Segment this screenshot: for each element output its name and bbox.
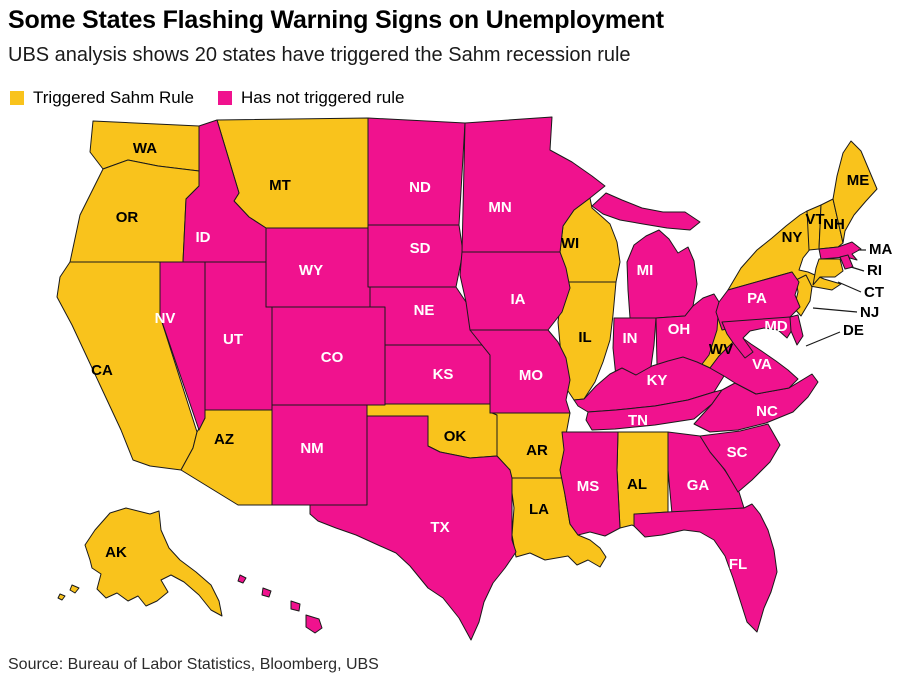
- callout-line-nj: [812, 307, 858, 313]
- state-label-co: CO: [321, 349, 344, 366]
- state-co: [271, 306, 386, 406]
- state-label-ms: MS: [577, 478, 600, 495]
- state-label-pa: PA: [747, 290, 767, 307]
- state-sc: [699, 423, 781, 493]
- state-ak: [57, 593, 66, 601]
- header: Some States Flashing Warning Signs on Un…: [8, 6, 898, 67]
- state-me: [832, 140, 878, 244]
- state-label-ne: NE: [414, 302, 435, 319]
- state-callout-label-ct: CT: [864, 284, 884, 301]
- state-label-mt: MT: [269, 177, 291, 194]
- state-ct: [812, 258, 844, 286]
- legend-label-triggered: Triggered Sahm Rule: [33, 88, 194, 107]
- page-title: Some States Flashing Warning Signs on Un…: [8, 6, 664, 34]
- state-callout-label-de: DE: [843, 322, 864, 339]
- state-label-mi: MI: [637, 262, 654, 279]
- state-label-ny: NY: [782, 229, 803, 246]
- legend-item-not-triggered: Has not triggered rule: [217, 88, 405, 108]
- state-fl: [633, 503, 778, 633]
- state-de: [789, 314, 804, 346]
- state-mi: [591, 192, 701, 231]
- state-label-ak: AK: [105, 544, 127, 561]
- state-callout-label-nj: NJ: [860, 304, 879, 321]
- state-sd: [367, 224, 464, 288]
- state-label-mo: MO: [519, 367, 543, 384]
- state-ms: [559, 431, 621, 537]
- legend-label-not-triggered: Has not triggered rule: [240, 88, 405, 107]
- state-label-ar: AR: [526, 442, 548, 459]
- state-hi: [290, 600, 301, 612]
- state-callout-label-ri: RI: [867, 262, 882, 279]
- callout-line-de: [805, 331, 841, 347]
- state-label-ga: GA: [687, 477, 710, 494]
- state-ma: [818, 241, 862, 261]
- state-callout-label-ma: MA: [869, 241, 892, 258]
- state-label-ks: KS: [433, 366, 454, 383]
- state-pa: [715, 271, 801, 331]
- state-label-ut: UT: [223, 331, 243, 348]
- state-nd: [367, 117, 466, 226]
- state-label-vt: VT: [805, 211, 824, 228]
- callout-line-ct: [837, 281, 862, 293]
- state-tx: [309, 415, 517, 641]
- state-label-ky: KY: [647, 372, 668, 389]
- state-label-az: AZ: [214, 431, 234, 448]
- state-label-wi: WI: [561, 235, 579, 252]
- state-label-in: IN: [623, 330, 638, 347]
- state-ak: [84, 507, 223, 617]
- state-label-ca: CA: [91, 362, 113, 379]
- state-nv: [159, 261, 206, 431]
- state-label-la: LA: [529, 501, 549, 518]
- state-label-wv: WV: [709, 341, 733, 358]
- state-label-al: AL: [627, 476, 647, 493]
- state-hi: [237, 574, 247, 584]
- state-label-nv: NV: [155, 310, 176, 327]
- state-nh: [818, 198, 844, 250]
- state-label-wy: WY: [299, 262, 323, 279]
- state-label-md: MD: [764, 318, 787, 335]
- state-label-tx: TX: [430, 519, 449, 536]
- state-label-il: IL: [578, 329, 591, 346]
- triggered-swatch-icon: [10, 91, 24, 105]
- not-triggered-swatch-icon: [217, 91, 232, 105]
- legend: Triggered Sahm Rule Has not triggered ru…: [10, 88, 404, 108]
- legend-item-triggered: Triggered Sahm Rule: [10, 88, 194, 108]
- state-label-nd: ND: [409, 179, 431, 196]
- state-label-tn: TN: [628, 412, 648, 429]
- state-label-or: OR: [116, 209, 139, 226]
- state-label-ok: OK: [444, 428, 467, 445]
- state-label-nh: NH: [823, 216, 845, 233]
- state-hi: [305, 614, 323, 634]
- state-label-wa: WA: [133, 140, 157, 157]
- state-label-fl: FL: [729, 556, 747, 573]
- callout-line-ri: [850, 266, 865, 272]
- state-label-va: VA: [752, 356, 772, 373]
- state-label-sd: SD: [410, 240, 431, 257]
- state-label-id: ID: [196, 229, 211, 246]
- state-mo: [469, 329, 571, 414]
- state-label-sc: SC: [727, 444, 748, 461]
- state-ia: [459, 251, 571, 331]
- state-label-mn: MN: [488, 199, 511, 216]
- state-label-me: ME: [847, 172, 870, 189]
- state-label-nm: NM: [300, 440, 323, 457]
- state-label-ia: IA: [511, 291, 526, 308]
- page-subtitle: UBS analysis shows 20 states have trigge…: [8, 44, 631, 66]
- state-label-nc: NC: [756, 403, 778, 420]
- state-hi: [261, 587, 272, 598]
- state-label-oh: OH: [668, 321, 691, 338]
- state-ak: [69, 584, 80, 594]
- state-va: [709, 335, 799, 395]
- source-note: Source: Bureau of Labor Statistics, Bloo…: [8, 656, 379, 673]
